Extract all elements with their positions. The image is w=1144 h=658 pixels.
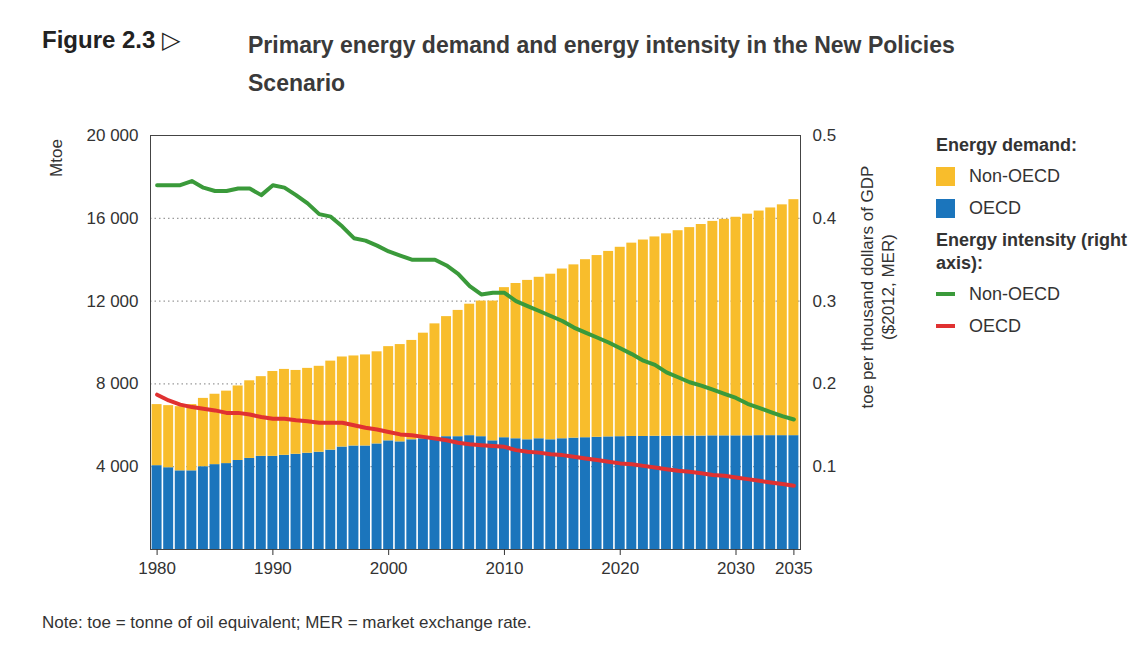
svg-text:4 000: 4 000 [96,457,139,476]
html-text:Note: toe = tonne of oil equiv: Note: toe = tonne of oil equivalent; MER… [42,613,532,632]
html-text:OECD: OECD [969,315,1021,336]
svg-text:20 000: 20 000 [87,126,139,145]
svg-text:0.1: 0.1 [813,457,837,476]
html-text:Non-OECD: Non-OECD [969,165,1060,186]
svg-text:2020: 2020 [601,559,639,578]
html-text:OECD: OECD [969,197,1021,218]
svg-text:0.4: 0.4 [813,209,837,228]
html-text:Figure 2.3 ▷: Figure 2.3 ▷ [42,26,181,53]
svg-text:2030: 2030 [717,559,755,578]
svg-text:2035: 2035 [775,559,813,578]
svg-text:0.5: 0.5 [813,126,837,145]
html-text:Mtoe: Mtoe [47,139,66,177]
svg-text:1990: 1990 [254,559,292,578]
svg-text:12 000: 12 000 [87,292,139,311]
svg-text:2000: 2000 [370,559,408,578]
svg-text:1980: 1980 [138,559,176,578]
html-text:Energy demand:: Energy demand: [936,135,1077,155]
html-text:Non-OECD: Non-OECD [969,283,1060,304]
html-text:Energy intensity (right axis):: Energy intensity (right axis): [936,230,1127,273]
html-text:Primary energy demand and ener: Primary energy demand and energy intensi… [248,32,955,96]
svg-text:8 000: 8 000 [96,374,139,393]
svg-text:16 000: 16 000 [87,209,139,228]
svg-text:0.3: 0.3 [813,292,837,311]
svg-text:2010: 2010 [486,559,524,578]
svg-text:0.2: 0.2 [813,374,837,393]
html-text:toe per thousand dollars of GD: toe per thousand dollars of GDP ($2012, … [858,165,898,409]
